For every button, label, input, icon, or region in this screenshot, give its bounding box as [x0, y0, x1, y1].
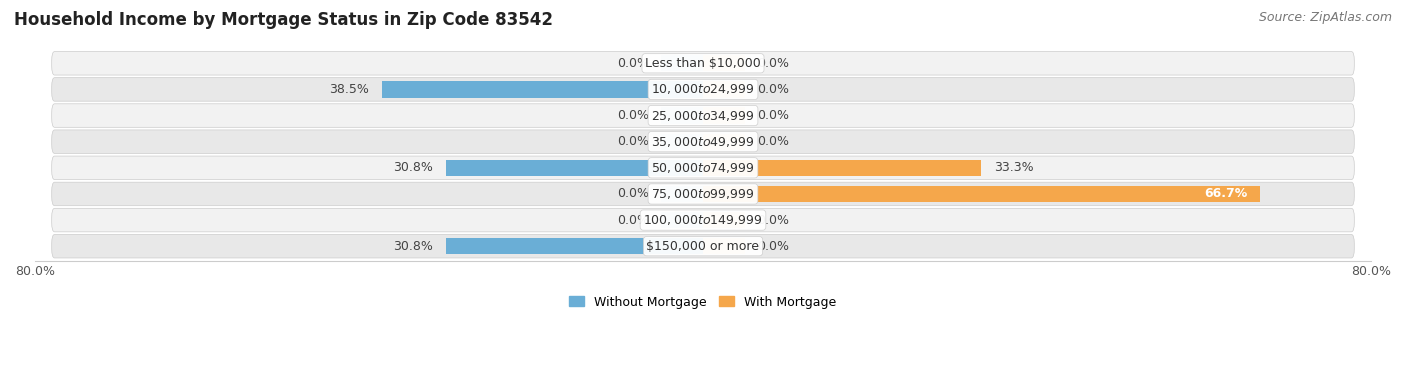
Bar [703, 55, 745, 71]
FancyBboxPatch shape [52, 182, 1354, 206]
Text: Source: ZipAtlas.com: Source: ZipAtlas.com [1258, 11, 1392, 24]
Bar [381, 81, 703, 98]
FancyBboxPatch shape [52, 78, 1354, 101]
FancyBboxPatch shape [52, 104, 1354, 127]
Text: $100,000 to $149,999: $100,000 to $149,999 [644, 213, 762, 227]
Bar [446, 238, 703, 254]
Text: 0.0%: 0.0% [617, 57, 648, 70]
Text: Household Income by Mortgage Status in Zip Code 83542: Household Income by Mortgage Status in Z… [14, 11, 553, 29]
Text: 0.0%: 0.0% [617, 135, 648, 148]
Text: 0.0%: 0.0% [758, 57, 789, 70]
Bar [703, 133, 745, 150]
Text: 0.0%: 0.0% [758, 135, 789, 148]
Text: $150,000 or more: $150,000 or more [647, 240, 759, 253]
Text: 0.0%: 0.0% [617, 109, 648, 122]
Bar [661, 212, 703, 228]
Bar [703, 81, 745, 98]
Bar [446, 160, 703, 176]
Bar [661, 133, 703, 150]
Bar [703, 160, 981, 176]
Text: 66.7%: 66.7% [1204, 187, 1247, 201]
Text: $75,000 to $99,999: $75,000 to $99,999 [651, 187, 755, 201]
Text: $35,000 to $49,999: $35,000 to $49,999 [651, 135, 755, 149]
FancyBboxPatch shape [52, 52, 1354, 75]
Text: 0.0%: 0.0% [758, 214, 789, 227]
Text: 38.5%: 38.5% [329, 83, 368, 96]
Text: 30.8%: 30.8% [394, 240, 433, 253]
FancyBboxPatch shape [52, 208, 1354, 232]
FancyBboxPatch shape [52, 156, 1354, 179]
Text: 30.8%: 30.8% [394, 161, 433, 174]
Bar [703, 238, 745, 254]
Text: 0.0%: 0.0% [758, 109, 789, 122]
Bar [703, 212, 745, 228]
Text: 33.3%: 33.3% [994, 161, 1033, 174]
Text: 0.0%: 0.0% [758, 240, 789, 253]
Text: Less than $10,000: Less than $10,000 [645, 57, 761, 70]
Text: $10,000 to $24,999: $10,000 to $24,999 [651, 83, 755, 97]
Text: $50,000 to $74,999: $50,000 to $74,999 [651, 161, 755, 175]
Text: 0.0%: 0.0% [617, 214, 648, 227]
FancyBboxPatch shape [52, 234, 1354, 258]
Bar [661, 107, 703, 124]
Text: 0.0%: 0.0% [758, 83, 789, 96]
Bar [703, 186, 1260, 202]
Text: $25,000 to $34,999: $25,000 to $34,999 [651, 109, 755, 123]
Bar [703, 107, 745, 124]
Text: 0.0%: 0.0% [617, 187, 648, 201]
Legend: Without Mortgage, With Mortgage: Without Mortgage, With Mortgage [564, 291, 842, 314]
FancyBboxPatch shape [52, 130, 1354, 153]
Bar [661, 55, 703, 71]
Bar [661, 186, 703, 202]
